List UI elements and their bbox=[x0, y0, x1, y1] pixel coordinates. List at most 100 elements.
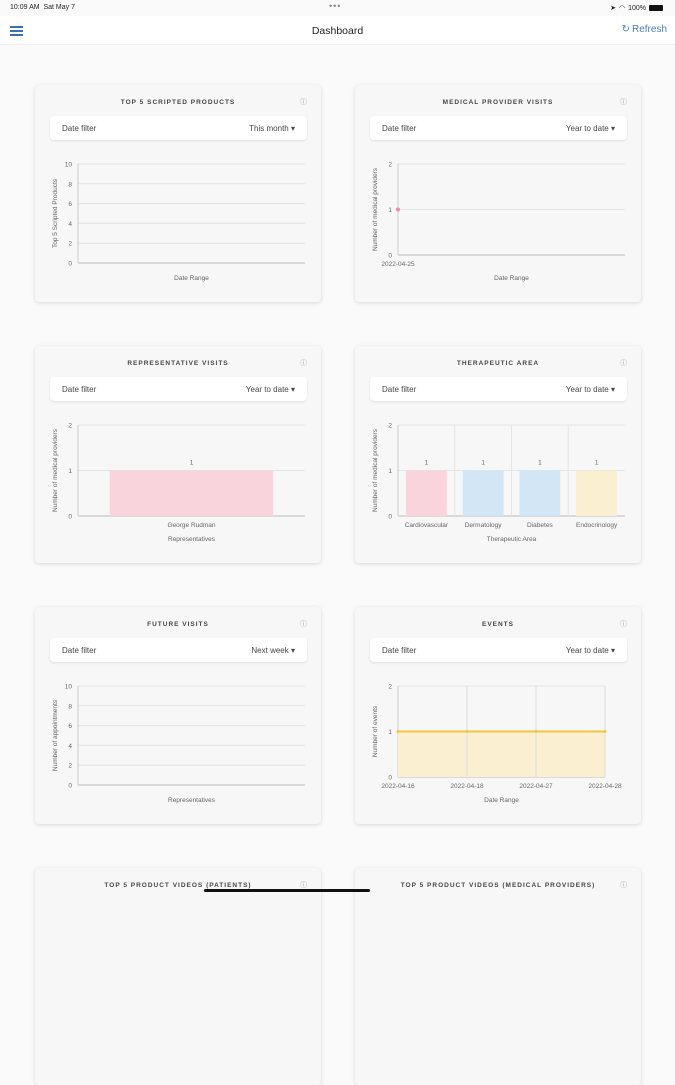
info-icon[interactable]: ⓘ bbox=[620, 360, 627, 367]
date-filter-value: Year to date ▾ bbox=[566, 646, 615, 655]
location-icon: ➤ bbox=[610, 5, 616, 12]
y-axis-label: Number of medical providers bbox=[52, 428, 59, 512]
chart: 0 2 4 6 8 10 Top 5 Scripted Products Date Range bbox=[52, 162, 305, 282]
card-title: MEDICAL PROVIDER VISITS bbox=[442, 99, 554, 106]
multitasking-dots-icon[interactable]: ••• bbox=[329, 1, 342, 11]
bar-george-rudman[interactable] bbox=[109, 470, 274, 517]
card-top-5-product-videos-patients: TOP 5 PRODUCT VIDEOS (PATIENTS) ⓘ bbox=[35, 868, 321, 1085]
x-axis-label: Date Range bbox=[174, 275, 209, 282]
date-filter-label: Date filter bbox=[62, 646, 97, 655]
y-tick-label: 8 bbox=[68, 181, 72, 188]
bar-endocrinology[interactable] bbox=[576, 470, 618, 517]
date-filter-selected: Year to date bbox=[565, 385, 609, 394]
x-tick-label: 2022-04-27 bbox=[519, 783, 553, 790]
y-tick-label: 2 bbox=[388, 162, 392, 169]
y-tick-label: 8 bbox=[68, 703, 72, 710]
date-filter-selected: Year to date bbox=[565, 646, 609, 655]
card-title: TOP 5 SCRIPTED PRODUCTS bbox=[120, 99, 236, 106]
y-axis-label: Number of events bbox=[372, 705, 379, 757]
info-icon[interactable]: ⓘ bbox=[620, 621, 627, 628]
card-title: TOP 5 PRODUCT VIDEOS (PATIENTS) bbox=[104, 882, 252, 889]
y-tick-label: 1 bbox=[68, 468, 72, 475]
date-filter-value: Year to date ▾ bbox=[566, 385, 615, 394]
y-tick-label: 2 bbox=[388, 684, 392, 691]
info-icon[interactable]: ⓘ bbox=[300, 882, 307, 889]
chart: 0 1 2 Number of medical providers Representa… bbox=[52, 423, 305, 543]
y-tick-label: 0 bbox=[68, 261, 72, 268]
y-tick-label: 1 bbox=[388, 729, 392, 736]
y-tick-label: 2 bbox=[68, 763, 72, 770]
date-filter-value: Next week ▾ bbox=[251, 646, 295, 655]
data-point[interactable] bbox=[396, 730, 400, 733]
refresh-icon: ↻ bbox=[621, 24, 630, 35]
x-tick-label: Dermatology bbox=[465, 522, 503, 529]
x-tick-label: Cardiovascular bbox=[405, 522, 449, 529]
card-title: FUTURE VISITS bbox=[147, 621, 209, 628]
y-tick-label: 0 bbox=[68, 783, 72, 790]
y-tick-label: 4 bbox=[68, 221, 72, 228]
data-label: 1 bbox=[595, 460, 599, 467]
x-axis-label: Representatives bbox=[168, 536, 216, 543]
data-point[interactable] bbox=[534, 730, 538, 733]
bar-dermatology[interactable] bbox=[462, 470, 504, 517]
card-therapeutic-area: THERAPEUTIC AREA ⓘ Date filter Year to dat… bbox=[355, 346, 641, 563]
data-point[interactable] bbox=[396, 207, 400, 212]
bar-cardiovascular[interactable] bbox=[405, 470, 447, 517]
chevron-down-icon: ▾ bbox=[610, 646, 615, 655]
bar-diabetes[interactable] bbox=[519, 470, 561, 517]
date-filter-value: Year to date ▾ bbox=[246, 385, 295, 394]
date-filter-dropdown[interactable]: Date filter Year to date ▾ bbox=[370, 116, 627, 140]
chevron-down-icon: ▾ bbox=[610, 124, 615, 133]
date-filter-dropdown[interactable]: Date filter Year to date ▾ bbox=[370, 638, 627, 662]
date-filter-selected: Year to date bbox=[245, 385, 289, 394]
info-icon[interactable]: ⓘ bbox=[300, 99, 307, 106]
y-tick-label: 2 bbox=[388, 423, 392, 430]
y-tick-label: 4 bbox=[68, 743, 72, 750]
data-point[interactable] bbox=[465, 730, 469, 733]
y-tick-label: 0 bbox=[388, 775, 392, 782]
x-tick-label: 2022-04-25 bbox=[381, 261, 415, 268]
card-top-5-scripted-products: TOP 5 SCRIPTED PRODUCTS ⓘ Date filter This… bbox=[35, 85, 321, 302]
date-filter-label: Date filter bbox=[382, 385, 417, 394]
card-representative-visits: REPRESENTATIVE VISITS ⓘ Date filter Year t… bbox=[35, 346, 321, 563]
info-icon[interactable]: ⓘ bbox=[300, 621, 307, 628]
chart: 0 1 2 Number of events Date Range 2022-04-16 2… bbox=[372, 684, 622, 805]
y-tick-label: 2 bbox=[68, 423, 72, 430]
chevron-down-icon: ▾ bbox=[290, 646, 295, 655]
date-filter-value: This month ▾ bbox=[249, 124, 295, 133]
chart: 0 1 2 Number of medical providers Therapeuti… bbox=[372, 423, 625, 543]
chart: 0 1 2 Number of medical providers Date Range… bbox=[372, 162, 625, 282]
x-axis-label: Date Range bbox=[484, 797, 519, 804]
info-icon[interactable]: ⓘ bbox=[300, 360, 307, 367]
date-filter-dropdown[interactable]: Date filter Year to date ▾ bbox=[370, 377, 627, 401]
info-icon[interactable]: ⓘ bbox=[620, 99, 627, 106]
refresh-button[interactable]: ↻ Refresh bbox=[622, 24, 667, 35]
date-filter-selected: This month bbox=[249, 124, 289, 133]
y-axis-label: Top 5 Scripted Products bbox=[52, 178, 59, 248]
date-filter-selected: Next week bbox=[251, 646, 289, 655]
date-filter-value: Year to date ▾ bbox=[566, 124, 615, 133]
date-filter-dropdown[interactable]: Date filter Year to date ▾ bbox=[50, 377, 307, 401]
info-icon[interactable]: ⓘ bbox=[620, 882, 627, 889]
card-medical-provider-visits: MEDICAL PROVIDER VISITS ⓘ Date filter Year… bbox=[355, 85, 641, 302]
date-filter-dropdown[interactable]: Date filter This month ▾ bbox=[50, 116, 307, 140]
data-point[interactable] bbox=[603, 730, 607, 733]
data-label: 1 bbox=[481, 460, 485, 467]
refresh-label: Refresh bbox=[631, 24, 667, 35]
menu-icon[interactable] bbox=[10, 26, 23, 36]
chevron-down-icon: ▾ bbox=[290, 385, 295, 394]
home-indicator[interactable] bbox=[204, 889, 370, 892]
data-label: 1 bbox=[190, 460, 194, 467]
y-tick-label: 1 bbox=[388, 207, 392, 214]
y-tick-label: 6 bbox=[68, 723, 72, 730]
data-label: 1 bbox=[425, 460, 429, 467]
card-title: EVENTS bbox=[481, 621, 514, 628]
date-filter-dropdown[interactable]: Date filter Next week ▾ bbox=[50, 638, 307, 662]
y-tick-label: 2 bbox=[68, 241, 72, 248]
x-tick-label: 2022-04-28 bbox=[588, 783, 622, 790]
card-events: EVENTS ⓘ Date filter Year to date ▾ 0 1 2 Numb… bbox=[355, 607, 641, 824]
y-tick-label: 0 bbox=[68, 514, 72, 521]
chevron-down-icon: ▾ bbox=[610, 385, 615, 394]
y-tick-label: 0 bbox=[388, 253, 392, 260]
x-axis-label: Representatives bbox=[168, 797, 216, 804]
